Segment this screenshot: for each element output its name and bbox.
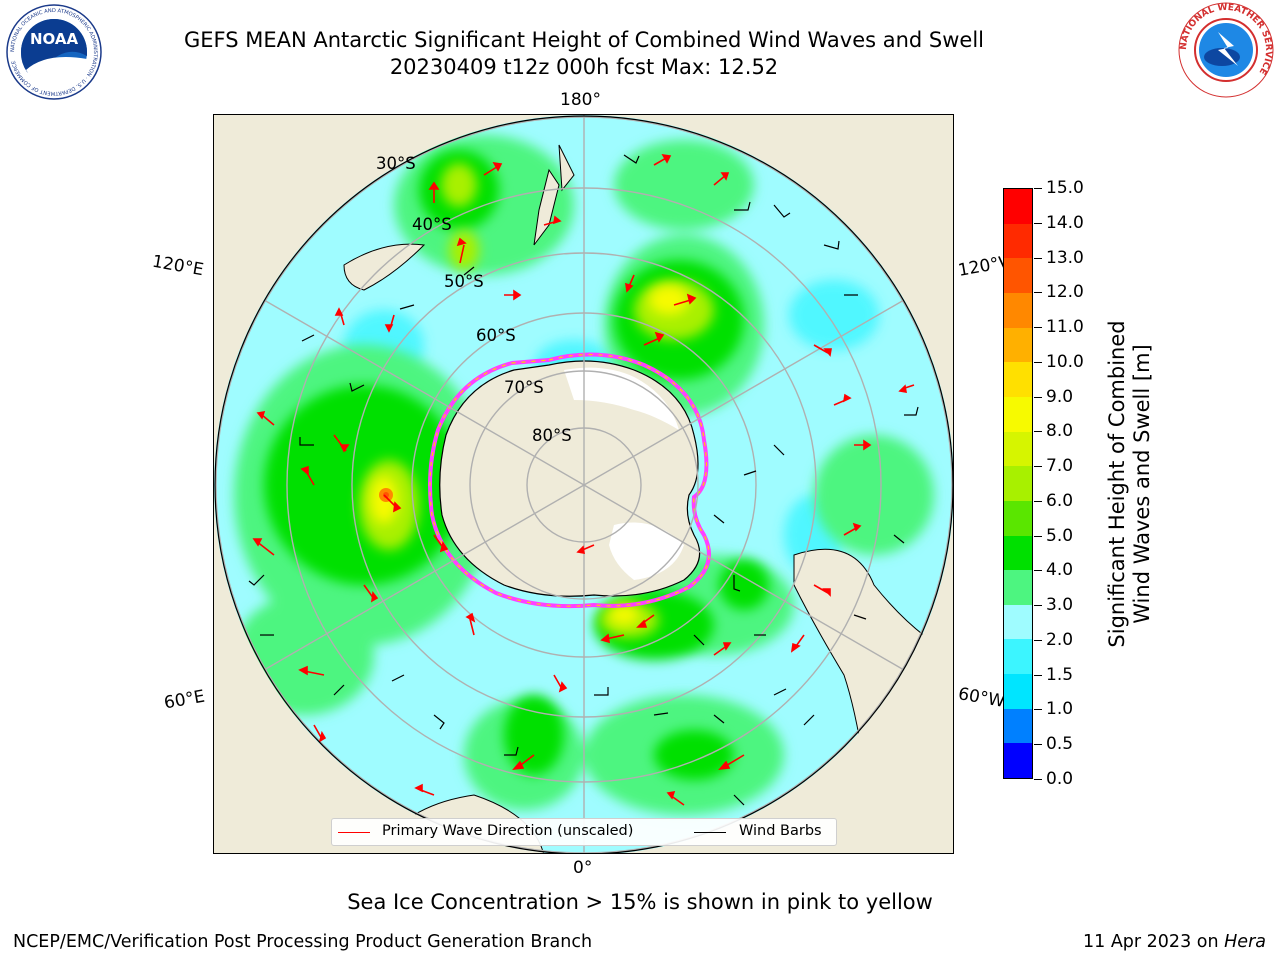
colorbar-tick-label: 9.0 xyxy=(1046,386,1074,407)
title-line-1: GEFS MEAN Antarctic Significant Height o… xyxy=(183,28,985,52)
colorbar-tick-label: 2.0 xyxy=(1046,629,1074,650)
footer-date-text: 11 Apr 2023 on xyxy=(1083,932,1225,952)
colorbar-segment xyxy=(1004,743,1032,778)
colorbar-tick-mark xyxy=(1034,361,1042,363)
colorbar-tick-label: 15.0 xyxy=(1046,178,1084,198)
nws-logo: NATIONAL WEATHER SERVICE xyxy=(1178,2,1274,98)
footer-date: 11 Apr 2023 on Hera xyxy=(1083,932,1266,952)
lon-label-60e: 60°E xyxy=(162,686,207,714)
colorbar-tick-label: 1.0 xyxy=(1046,699,1074,720)
colorbar-tick-label: 0.0 xyxy=(1046,769,1074,789)
colorbar-segment xyxy=(1004,674,1032,709)
noaa-logo-text: NOAA xyxy=(30,30,79,48)
map-panel: 30°S 40°S 50°S 60°S 70°S 80°S xyxy=(213,114,954,854)
colorbar-tick-mark xyxy=(1034,779,1042,780)
colorbar-segment xyxy=(1004,570,1032,605)
colorbar-tick-mark xyxy=(1034,709,1042,711)
colorbar-tick-label: 12.0 xyxy=(1046,282,1084,303)
colorbar-tick-mark xyxy=(1034,431,1042,433)
colorbar-tick-mark xyxy=(1034,222,1042,224)
wave-direction-vectors xyxy=(252,153,915,806)
colorbar-tick-label: 11.0 xyxy=(1046,317,1084,338)
colorbar-tick-label: 6.0 xyxy=(1046,490,1074,511)
colorbar-segment xyxy=(1004,362,1032,397)
colorbar-tick-label: 8.0 xyxy=(1046,421,1074,442)
colorbar-tick-label: 13.0 xyxy=(1046,247,1084,268)
colorbar-tick-label: 5.0 xyxy=(1046,525,1074,546)
colorbar-tick-label: 3.0 xyxy=(1046,595,1074,616)
legend-swatch-wind-barbs xyxy=(694,832,726,833)
colorbar-tick-mark xyxy=(1034,605,1042,607)
map-legend: Primary Wave Direction (unscaled) Wind B… xyxy=(331,818,837,846)
lat-label-50s: 50°S xyxy=(444,272,484,291)
lat-label-80s: 80°S xyxy=(532,426,572,445)
legend-label-wave-direction: Primary Wave Direction (unscaled) xyxy=(382,823,634,839)
lon-label-0: 0° xyxy=(573,858,593,878)
colorbar-tick-mark xyxy=(1034,396,1042,398)
colorbar-title-line-1: Significant Height of Combined xyxy=(1105,320,1129,648)
footer-host: Hera xyxy=(1224,932,1266,952)
colorbar-segment xyxy=(1004,604,1032,640)
colorbar-segment xyxy=(1004,466,1032,501)
colorbar-tick-mark xyxy=(1034,535,1042,537)
footer-producer: NCEP/EMC/Verification Post Processing Pr… xyxy=(13,932,593,952)
colorbar-tick-label: 1.5 xyxy=(1046,664,1074,685)
lat-label-60s: 60°S xyxy=(476,326,516,345)
colorbar-segment xyxy=(1004,327,1032,363)
colorbar-tick-mark xyxy=(1034,188,1042,189)
colorbar-tick-mark xyxy=(1034,466,1042,468)
lat-label-30s: 30°S xyxy=(376,154,416,173)
colorbar-title-line-2: Wind Waves and Swell [m] xyxy=(1130,344,1154,624)
colorbar-tick-label: 4.0 xyxy=(1046,560,1074,581)
colorbar-segment xyxy=(1004,258,1032,294)
colorbar-tick-mark xyxy=(1034,570,1042,572)
colorbar-tick-label: 14.0 xyxy=(1046,212,1084,233)
title-line-2: 20230409 t12z 000h fcst Max: 12.52 xyxy=(389,55,779,79)
colorbar-tick-label: 0.5 xyxy=(1046,734,1074,755)
colorbar-segment xyxy=(1004,189,1032,224)
colorbar-tick-mark xyxy=(1034,674,1042,676)
noaa-logo: NOAA NATIONAL OCEANIC AND ATMOSPHERIC AD… xyxy=(6,4,102,100)
colorbar-title: Significant Height of Combined Wind Wave… xyxy=(1105,320,1155,647)
colorbar-segment xyxy=(1004,293,1032,328)
colorbar-tick-mark xyxy=(1034,292,1042,294)
colorbar-tick-mark xyxy=(1034,744,1042,746)
lon-label-180: 180° xyxy=(560,90,601,110)
colorbar xyxy=(1003,188,1033,779)
colorbar-segment xyxy=(1004,500,1032,536)
colorbar-segment xyxy=(1004,223,1032,259)
colorbar-segment xyxy=(1004,431,1032,467)
legend-swatch-wave-direction xyxy=(338,832,370,833)
colorbar-tick-mark xyxy=(1034,639,1042,641)
lon-label-60w: 60°W xyxy=(956,684,1007,712)
lat-label-40s: 40°S xyxy=(412,215,452,234)
colorbar-tick-mark xyxy=(1034,500,1042,502)
colorbar-tick-label: 10.0 xyxy=(1046,351,1084,372)
colorbar-tick-mark xyxy=(1034,327,1042,329)
sea-ice-note: Sea Ice Concentration > 15% is shown in … xyxy=(347,890,933,914)
colorbar-segment xyxy=(1004,396,1032,432)
polar-map: 30°S 40°S 50°S 60°S 70°S 80°S xyxy=(214,115,953,853)
colorbar-segment xyxy=(1004,535,1032,571)
lon-label-120e: 120°E xyxy=(150,251,206,281)
colorbar-segment xyxy=(1004,639,1032,675)
lat-label-70s: 70°S xyxy=(504,378,544,397)
colorbar-tick-mark xyxy=(1034,257,1042,259)
map-title: GEFS MEAN Antarctic Significant Height o… xyxy=(0,27,1168,81)
colorbar-tick-label: 7.0 xyxy=(1046,456,1074,477)
colorbar-segment xyxy=(1004,708,1032,744)
legend-label-wind-barbs: Wind Barbs xyxy=(739,823,822,839)
